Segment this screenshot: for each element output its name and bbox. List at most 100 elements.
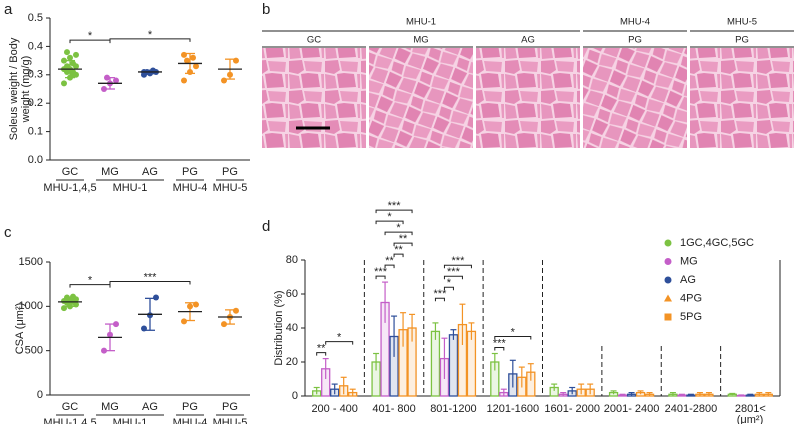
- data-point: [233, 307, 239, 314]
- significance-label: **: [399, 233, 408, 245]
- data-point: [61, 57, 67, 64]
- x-tick-label: AG: [142, 401, 158, 413]
- significance-bracket: [494, 336, 532, 340]
- data-point: [64, 49, 70, 56]
- x-axis-label: (μm²): [737, 414, 764, 424]
- significance-bracket: [109, 280, 191, 285]
- x-tick-label: AG: [142, 166, 158, 178]
- data-point: [61, 80, 67, 87]
- data-point: [113, 321, 119, 328]
- significance-label: *: [88, 30, 93, 42]
- significance-label: ***: [493, 337, 507, 349]
- column-header: PG: [628, 35, 642, 46]
- histology-image: [369, 48, 473, 148]
- significance-bracket: [325, 341, 354, 345]
- significance-label: *: [337, 332, 342, 344]
- significance-label: ***: [374, 266, 388, 278]
- legend-label: 4PG: [680, 292, 702, 304]
- x-tick-label: PG: [182, 166, 198, 178]
- significance-label: *: [447, 277, 452, 289]
- data-point: [181, 318, 187, 325]
- panel-label: c: [4, 224, 12, 241]
- significance-label: ***: [144, 271, 158, 283]
- x-tick-label: MG: [101, 401, 119, 413]
- data-point: [193, 63, 199, 70]
- data-point: [190, 54, 196, 61]
- histology-image: [583, 48, 687, 148]
- data-point: [113, 77, 119, 84]
- significance-label: **: [385, 255, 394, 267]
- y-tick-label: 0.3: [28, 69, 43, 81]
- significance-label: ***: [452, 255, 466, 267]
- data-point: [221, 321, 227, 328]
- significance-bracket: [443, 275, 463, 280]
- legend-label: AG: [680, 274, 696, 286]
- x-tick-label: 1601- 2000: [544, 403, 600, 415]
- data-point: [73, 51, 79, 58]
- y-axis-label: Distribution (%): [273, 290, 285, 365]
- group-label: MHU-5: [213, 182, 248, 194]
- y-axis-label: Soleus weight / Body: [8, 37, 20, 140]
- x-tick-label: PG: [222, 166, 238, 178]
- column-header: MG: [413, 35, 428, 46]
- x-tick-label: 401- 800: [372, 403, 415, 415]
- legend-marker: [664, 313, 672, 321]
- data-point: [233, 57, 239, 64]
- legend-label: MG: [680, 255, 698, 267]
- significance-bracket: [384, 231, 413, 236]
- legend-label: 5PG: [680, 311, 702, 323]
- x-tick-label: 200 - 400: [311, 403, 357, 415]
- significance-label: *: [88, 274, 93, 286]
- significance-label: ***: [388, 200, 402, 212]
- y-tick-label: 1000: [19, 300, 43, 312]
- significance-label: *: [148, 29, 153, 41]
- y-tick-label: 0.1: [28, 126, 43, 138]
- group-label: MHU-1: [113, 182, 148, 194]
- y-tick-label: 40: [286, 322, 298, 334]
- significance-bracket: [384, 264, 395, 269]
- legend-label: 1GC,4GC,5GC: [680, 237, 754, 249]
- group-label: MHU-5: [213, 417, 248, 424]
- x-tick-label: 1201-1600: [487, 403, 540, 415]
- significance-bracket: [375, 275, 386, 280]
- bar: [430, 330, 441, 397]
- panel-label: a: [4, 1, 13, 18]
- significance-label: ***: [434, 288, 448, 300]
- significance-label: **: [394, 244, 403, 256]
- group-label: MHU-4: [173, 417, 208, 424]
- significance-bracket: [109, 38, 191, 42]
- y-axis-label: weight (mg/g): [20, 56, 32, 124]
- y-tick-label: 500: [25, 345, 43, 357]
- significance-bracket: [443, 286, 454, 291]
- legend-marker: [664, 294, 672, 302]
- x-tick-label: 801-1200: [430, 403, 477, 415]
- significance-label: ***: [447, 266, 461, 278]
- y-axis-label: CSA (μm²): [14, 303, 26, 355]
- x-tick-label: GC: [62, 166, 79, 178]
- significance-bracket: [375, 209, 413, 214]
- bar: [448, 334, 459, 397]
- x-tick-label: 2001- 2400: [604, 403, 660, 415]
- significance-bracket: [393, 242, 413, 247]
- x-tick-label: 2401-2800: [665, 403, 718, 415]
- significance-label: **: [317, 343, 326, 355]
- significance-label: *: [396, 222, 401, 234]
- significance-bracket: [443, 264, 472, 269]
- significance-bracket: [434, 297, 445, 302]
- y-tick-label: 0.2: [28, 97, 43, 109]
- significance-bracket: [375, 220, 404, 225]
- y-tick-label: 80: [286, 254, 298, 266]
- significance-bracket: [69, 284, 111, 288]
- data-point: [181, 77, 187, 84]
- data-point: [181, 51, 187, 58]
- histology-image: [690, 48, 794, 148]
- significance-bracket: [494, 347, 505, 351]
- column-header: AG: [521, 35, 535, 46]
- data-point: [67, 54, 73, 61]
- column-header: PG: [735, 35, 749, 46]
- data-point: [101, 86, 107, 92]
- x-tick-label: GC: [62, 401, 79, 413]
- significance-label: *: [511, 326, 516, 338]
- data-point: [221, 77, 227, 84]
- y-tick-label: 0: [37, 389, 43, 401]
